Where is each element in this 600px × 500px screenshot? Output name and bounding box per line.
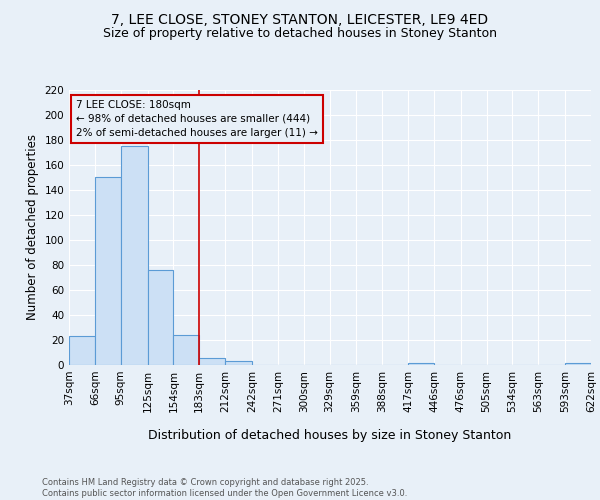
Text: 7 LEE CLOSE: 180sqm
← 98% of detached houses are smaller (444)
2% of semi-detach: 7 LEE CLOSE: 180sqm ← 98% of detached ho…	[76, 100, 318, 138]
Y-axis label: Number of detached properties: Number of detached properties	[26, 134, 39, 320]
Bar	[95, 178, 121, 365]
Bar	[69, 336, 95, 365]
Bar	[173, 335, 199, 365]
Text: Contains HM Land Registry data © Crown copyright and database right 2025.
Contai: Contains HM Land Registry data © Crown c…	[42, 478, 407, 498]
Text: Size of property relative to detached houses in Stoney Stanton: Size of property relative to detached ho…	[103, 28, 497, 40]
Text: Distribution of detached houses by size in Stoney Stanton: Distribution of detached houses by size …	[148, 428, 512, 442]
Bar	[148, 270, 173, 365]
Bar	[565, 362, 591, 365]
Bar	[408, 362, 434, 365]
Text: 7, LEE CLOSE, STONEY STANTON, LEICESTER, LE9 4ED: 7, LEE CLOSE, STONEY STANTON, LEICESTER,…	[112, 12, 488, 26]
Bar	[225, 361, 252, 365]
Bar	[199, 358, 225, 365]
Bar	[121, 146, 148, 365]
